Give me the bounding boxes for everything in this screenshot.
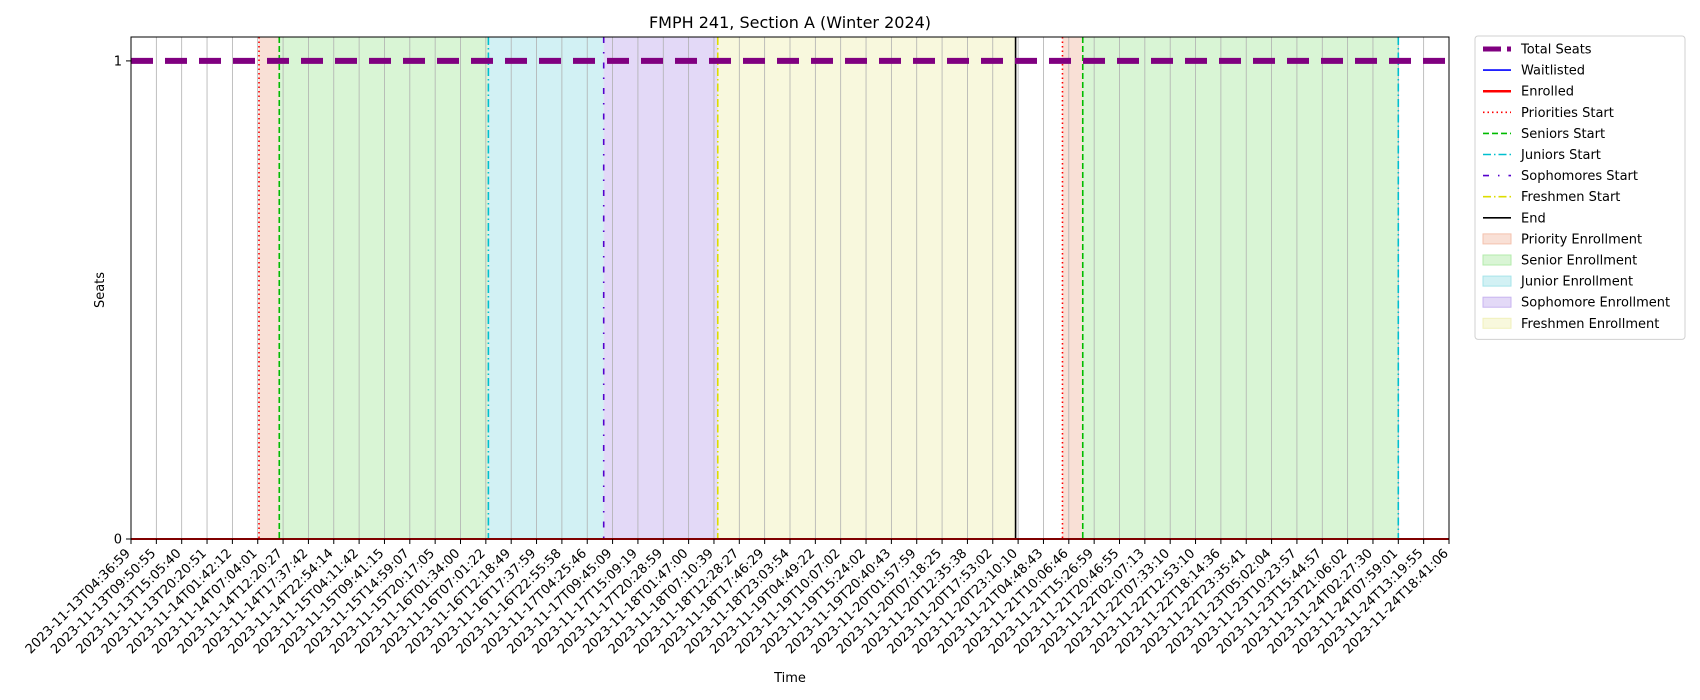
legend-label: Sophomore Enrollment (1521, 296, 1670, 311)
legend-swatch-junior-enrollment (1482, 275, 1512, 287)
y-axis-label: Seats (93, 272, 108, 308)
chart-title: FMPH 241, Section A (Winter 2024) (649, 13, 931, 32)
legend-label: Total Seats (1520, 43, 1592, 58)
legend-frame (1474, 35, 1686, 340)
y-tick-label: 1 (114, 54, 122, 69)
span-priority-enrollment (1062, 37, 1083, 539)
legend-swatch-sophomore-enrollment (1482, 296, 1512, 308)
chart-legend: Total Seats Waitlisted Enrolled Priorities … (1474, 35, 1686, 340)
legend-label: Freshmen Start (1521, 190, 1620, 205)
y-tick-label: 0 (114, 533, 122, 548)
plot-area: 012023-11-13T04:36:592023-11-13T09:50:55… (23, 36, 1452, 657)
legend-swatch-priority-enrollment (1482, 233, 1512, 245)
legend-label: Enrolled (1521, 85, 1574, 100)
x-axis-label: Time (773, 671, 806, 686)
legend-label: Freshmen Enrollment (1521, 317, 1659, 332)
legend-label: Priorities Start (1521, 106, 1614, 121)
legend-label: Juniors Start (1520, 148, 1601, 163)
span-priority-enrollment (258, 37, 280, 539)
span-senior-enrollment (279, 37, 489, 539)
legend-label: End (1521, 211, 1546, 226)
legend-label: Senior Enrollment (1521, 254, 1637, 269)
legend-label: Priority Enrollment (1521, 232, 1642, 247)
legend-swatch-freshmen-enrollment (1482, 317, 1512, 329)
span-sophomore-enrollment (603, 37, 718, 539)
legend-label: Sophomores Start (1521, 169, 1638, 184)
legend-label: Seniors Start (1521, 127, 1605, 142)
legend-swatch-senior-enrollment (1482, 254, 1512, 266)
legend-label: Waitlisted (1521, 64, 1585, 79)
span-freshmen-enrollment (717, 37, 1016, 539)
span-senior-enrollment (1082, 37, 1399, 539)
span-junior-enrollment (488, 37, 604, 539)
legend-label: Junior Enrollment (1520, 275, 1633, 290)
